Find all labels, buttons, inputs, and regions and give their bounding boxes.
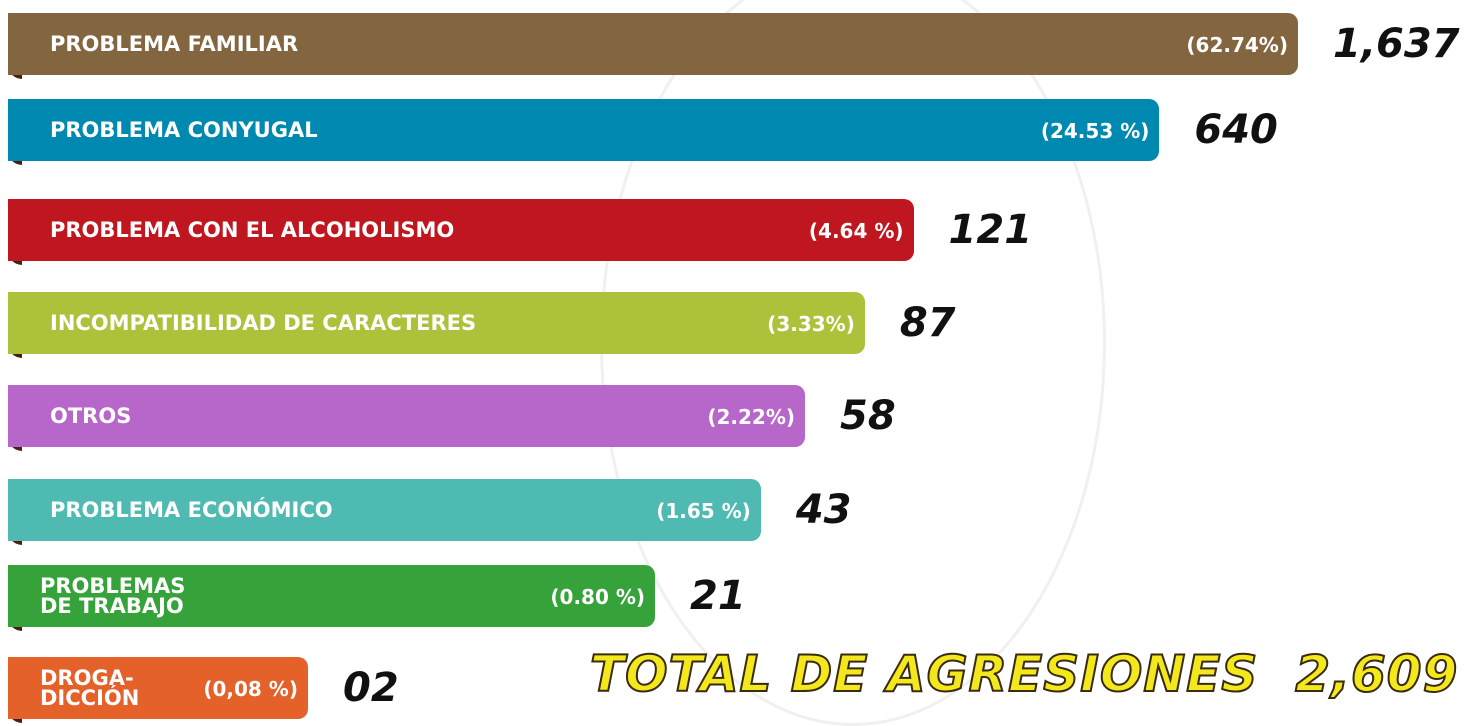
category-label: PROBLEMA CON EL ALCOHOLISMO [50,220,454,240]
total-label: TOTAL DE AGRESIONES 2,609 [590,645,1458,703]
value-label: 02 [343,665,399,711]
percent-label: (0.80 %) [500,585,645,609]
percent-label: (2.22%) [650,405,795,429]
percent-label: (3.33%) [710,312,855,336]
value-label: 640 [1194,107,1278,153]
percent-label: (62.74%) [1143,33,1288,57]
category-label: PROBLEMA FAMILIAR [50,34,298,54]
value-label: 58 [840,393,896,439]
value-label: 121 [949,207,1033,253]
category-label: PROBLEMA CONYUGAL [50,120,318,140]
percent-label: (24.53 %) [1004,119,1149,143]
percent-label: (1.65 %) [606,499,751,523]
category-label: PROBLEMAS DE TRABAJO [40,576,185,616]
page: TOTAL DE AGRESIONES 2,609 (() => { const… [0,0,1465,713]
category-label: PROBLEMA ECONÓMICO [50,500,333,520]
percent-label: (0,08 %) [153,677,298,701]
value-label: 21 [690,573,746,619]
category-label: DROGA- DICCIÓN [40,668,139,708]
category-label: INCOMPATIBILIDAD DE CARACTERES [50,313,476,333]
value-label: 87 [900,300,956,346]
value-label: 1,637 [1333,21,1460,67]
percent-label: (4.64 %) [759,219,904,243]
category-label: OTROS [50,406,131,426]
value-label: 43 [796,487,852,533]
